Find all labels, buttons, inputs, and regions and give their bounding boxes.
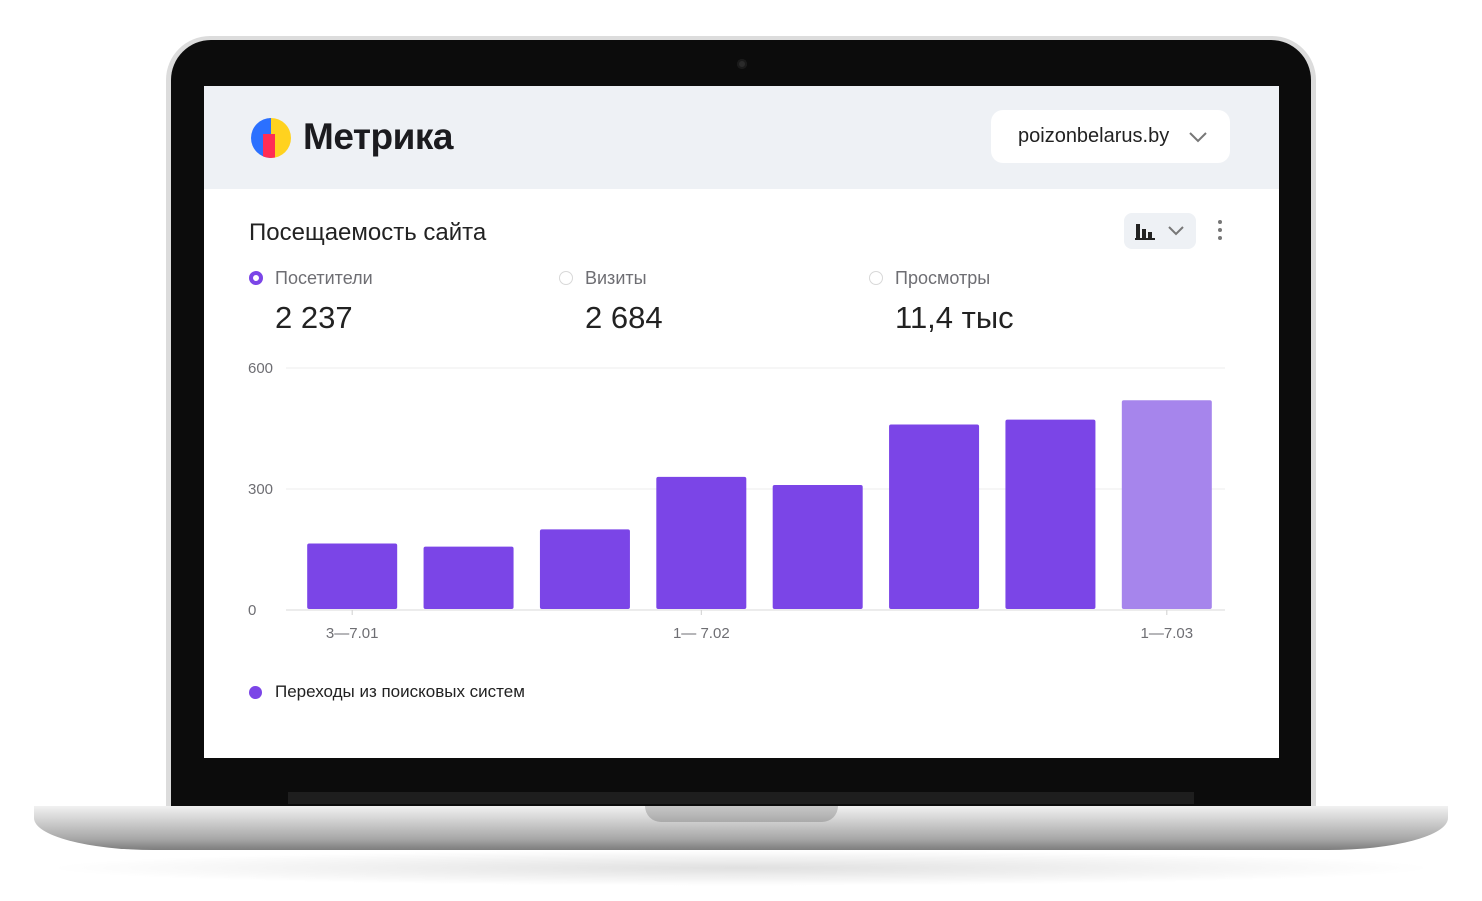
site-selector-label: poizonbelarus.by xyxy=(1018,125,1170,147)
chart-bar xyxy=(1121,400,1212,609)
more-options-button[interactable] xyxy=(1210,218,1230,244)
chart-bar xyxy=(423,546,514,609)
metrika-logo-icon xyxy=(251,118,291,158)
y-tick-label: 0 xyxy=(248,602,256,619)
chart-bar xyxy=(1005,419,1096,609)
metric-label: Просмотры xyxy=(895,268,991,288)
metric-label: Визиты xyxy=(585,268,647,288)
laptop-notch xyxy=(645,806,838,822)
radio-unselected[interactable] xyxy=(869,271,883,285)
radio-unselected[interactable] xyxy=(559,271,573,285)
traffic-bar-chart: 0 300 600 3—7.01 1— 7.02 1—7.03 xyxy=(248,360,1225,642)
chevron-down-icon xyxy=(1189,132,1207,143)
laptop-shadow xyxy=(40,850,1442,886)
chart-bar xyxy=(889,424,980,609)
chart-bar xyxy=(307,543,398,609)
metric-value: 2 684 xyxy=(585,300,663,335)
site-selector[interactable]: poizonbelarus.by xyxy=(991,110,1230,163)
radio-selected[interactable] xyxy=(249,271,263,285)
chart-bar xyxy=(656,476,747,609)
x-tick-label: 1—7.03 xyxy=(1141,625,1194,642)
chart-type-button[interactable] xyxy=(1124,213,1196,249)
screen-hinge xyxy=(288,792,1194,804)
card-title: Посещаемость сайта xyxy=(249,219,487,246)
y-tick-label: 600 xyxy=(248,360,273,377)
more-vertical-icon xyxy=(1218,220,1222,240)
metric-value: 2 237 xyxy=(275,300,353,335)
chevron-down-icon xyxy=(1168,226,1184,236)
chart-bar xyxy=(539,529,630,609)
metric-value: 11,4 тыс xyxy=(895,300,1014,335)
chart-bar xyxy=(772,484,863,609)
camera-icon xyxy=(737,59,747,69)
y-tick-label: 300 xyxy=(248,481,273,498)
x-tick-label: 3—7.01 xyxy=(326,625,379,642)
screen: Метрика poizonbelarus.by Посещаемость са… xyxy=(204,86,1279,758)
app-name: Метрика xyxy=(303,116,453,157)
legend-label: Переходы из поисковых систем xyxy=(275,682,525,701)
x-tick-label: 1— 7.02 xyxy=(673,625,730,642)
bar-chart-icon xyxy=(1135,224,1155,240)
metric-label: Посетители xyxy=(275,268,373,288)
app-header: Метрика poizonbelarus.by xyxy=(204,86,1279,189)
legend-dot xyxy=(249,686,262,699)
